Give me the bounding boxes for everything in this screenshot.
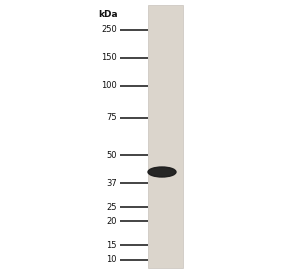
Text: kDa: kDa xyxy=(98,10,118,19)
Text: 15: 15 xyxy=(107,241,117,249)
Text: 150: 150 xyxy=(101,54,117,62)
Ellipse shape xyxy=(148,167,176,177)
Text: 100: 100 xyxy=(101,81,117,90)
Text: 37: 37 xyxy=(106,178,117,188)
Text: 250: 250 xyxy=(101,26,117,34)
Text: 75: 75 xyxy=(106,114,117,122)
Text: 50: 50 xyxy=(107,150,117,160)
Text: 20: 20 xyxy=(107,216,117,226)
Bar xyxy=(148,5,183,268)
Text: 10: 10 xyxy=(107,255,117,265)
Text: 25: 25 xyxy=(107,202,117,211)
